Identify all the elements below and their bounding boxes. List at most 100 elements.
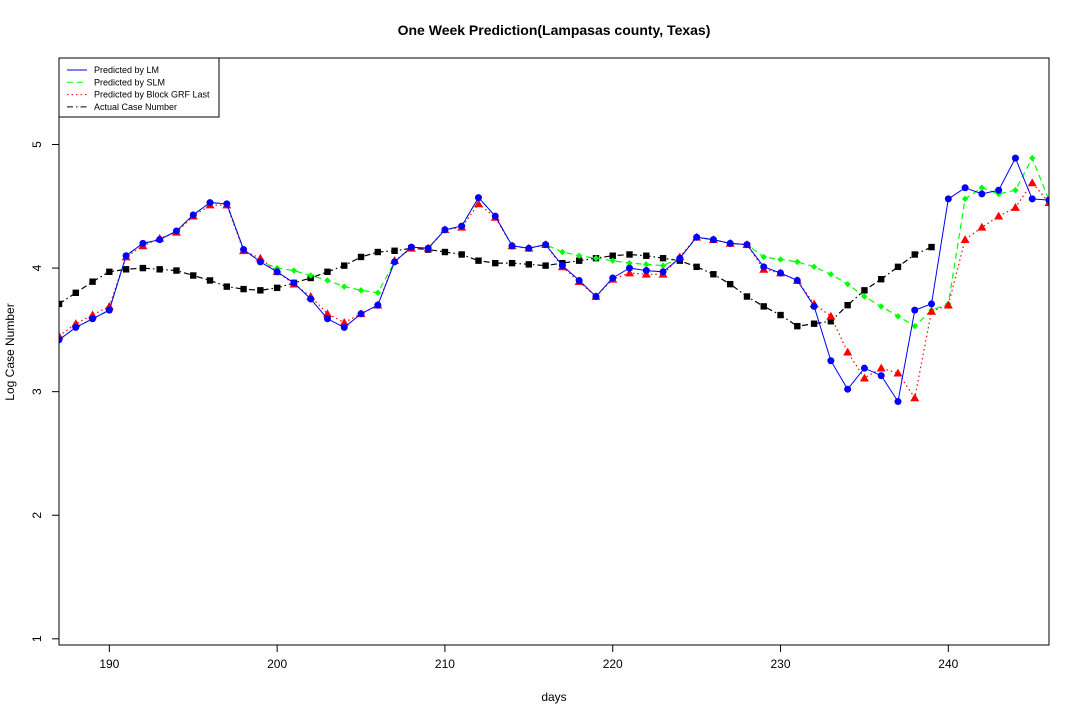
point-s1-14 — [290, 267, 298, 274]
x-axis: 190 200 210 220 230 240 — [99, 645, 959, 671]
plot-frame — [58, 57, 1050, 646]
point-s0-11 — [240, 246, 248, 254]
point-s1-46 — [827, 271, 835, 278]
point-s1-58 — [1029, 154, 1036, 162]
point-s3-7 — [173, 267, 180, 274]
point-s0-51 — [911, 306, 919, 314]
point-s1-57 — [1012, 187, 1019, 194]
point-s3-9 — [206, 277, 214, 284]
plot-area — [59, 154, 1049, 406]
series-0 — [59, 154, 1049, 406]
point-s2-46 — [826, 311, 836, 320]
point-s3-33 — [609, 252, 616, 259]
point-s2-58 — [1027, 178, 1037, 187]
point-s1-19 — [374, 289, 382, 296]
point-s3-13 — [273, 284, 281, 292]
point-s3-46 — [827, 318, 835, 325]
point-s2-56 — [994, 211, 1004, 220]
x-axis-label: days — [541, 690, 566, 704]
series-3 — [59, 243, 935, 330]
point-s0-36 — [659, 268, 667, 276]
point-s2-17 — [339, 317, 349, 326]
legend-label-2: Predicted by Block GRF Last — [94, 90, 210, 100]
point-s0-34 — [626, 264, 634, 272]
point-s1-32 — [592, 254, 600, 262]
point-s2-25 — [473, 199, 483, 208]
point-s0-46 — [827, 357, 835, 365]
point-s0-32 — [592, 293, 600, 301]
y-tick-label-4: 5 — [30, 141, 44, 148]
point-s0-38 — [693, 233, 701, 241]
point-s1-44 — [794, 258, 801, 266]
point-s1-43 — [777, 256, 784, 263]
point-s0-5 — [139, 239, 147, 247]
point-s0-19 — [374, 301, 382, 309]
point-s3-28 — [525, 261, 533, 268]
point-s3-50 — [894, 263, 902, 271]
point-s3-5 — [139, 264, 147, 272]
point-s3-31 — [575, 257, 583, 264]
point-s0-28 — [525, 244, 533, 252]
point-s0-33 — [609, 274, 617, 282]
series-line-2 — [59, 181, 1049, 400]
point-s3-1 — [72, 289, 79, 296]
point-s3-29 — [542, 262, 549, 269]
y-tick-label-0: 1 — [30, 635, 44, 642]
point-s2-51 — [910, 393, 920, 402]
x-tick-label-0: 190 — [99, 657, 119, 671]
point-s1-51 — [911, 322, 918, 330]
point-s0-16 — [323, 315, 331, 323]
point-s3-11 — [240, 285, 247, 293]
point-s0-37 — [676, 254, 684, 262]
point-s3-48 — [861, 287, 868, 294]
point-s0-10 — [223, 200, 231, 208]
point-s3-4 — [122, 266, 130, 273]
point-s2-48 — [859, 373, 869, 382]
point-s1-18 — [357, 287, 365, 294]
point-s0-39 — [709, 236, 717, 244]
point-s3-52 — [928, 243, 935, 251]
point-s0-14 — [290, 279, 298, 287]
point-s0-35 — [642, 267, 650, 275]
point-s1-30 — [559, 248, 566, 256]
point-s3-17 — [341, 262, 348, 269]
series-1 — [59, 154, 1049, 343]
point-s0-4 — [122, 252, 130, 260]
point-s0-47 — [844, 385, 852, 393]
point-s3-0 — [59, 300, 63, 308]
point-s3-8 — [190, 272, 197, 279]
point-s0-26 — [491, 212, 499, 220]
point-s0-45 — [810, 302, 818, 310]
point-s3-27 — [508, 259, 516, 267]
point-s2-52 — [927, 306, 937, 315]
point-s0-8 — [189, 211, 197, 219]
point-s1-45 — [810, 263, 818, 271]
point-s2-57 — [1010, 203, 1020, 211]
point-s2-53 — [943, 300, 953, 309]
point-s0-22 — [424, 244, 432, 252]
point-s3-43 — [777, 311, 784, 319]
x-tick-label-4: 230 — [771, 657, 791, 671]
chart-title: One Week Prediction(Lampasas county, Tex… — [398, 22, 711, 38]
point-s1-17 — [341, 283, 348, 290]
point-s0-17 — [340, 323, 348, 331]
y-axis-label: Log Case Number — [3, 303, 17, 400]
point-s0-27 — [508, 242, 516, 250]
legend: Predicted by LM Predicted by SLM Predicted… — [58, 57, 220, 118]
point-s1-34 — [626, 259, 633, 267]
point-s0-9 — [206, 199, 214, 207]
point-s0-31 — [575, 276, 583, 284]
point-s3-26 — [492, 259, 499, 267]
point-s0-0 — [59, 336, 63, 344]
point-s3-6 — [156, 266, 163, 273]
point-s1-42 — [760, 253, 767, 261]
legend-label-0: Predicted by LM — [94, 65, 159, 75]
point-s3-16 — [324, 268, 331, 275]
legend-label-3: Actual Case Number — [94, 102, 177, 112]
x-tick-label-2: 210 — [435, 657, 455, 671]
point-s0-13 — [273, 268, 281, 276]
x-tick-label-5: 240 — [938, 657, 958, 671]
point-s3-45 — [810, 320, 818, 327]
point-s3-10 — [223, 283, 230, 290]
